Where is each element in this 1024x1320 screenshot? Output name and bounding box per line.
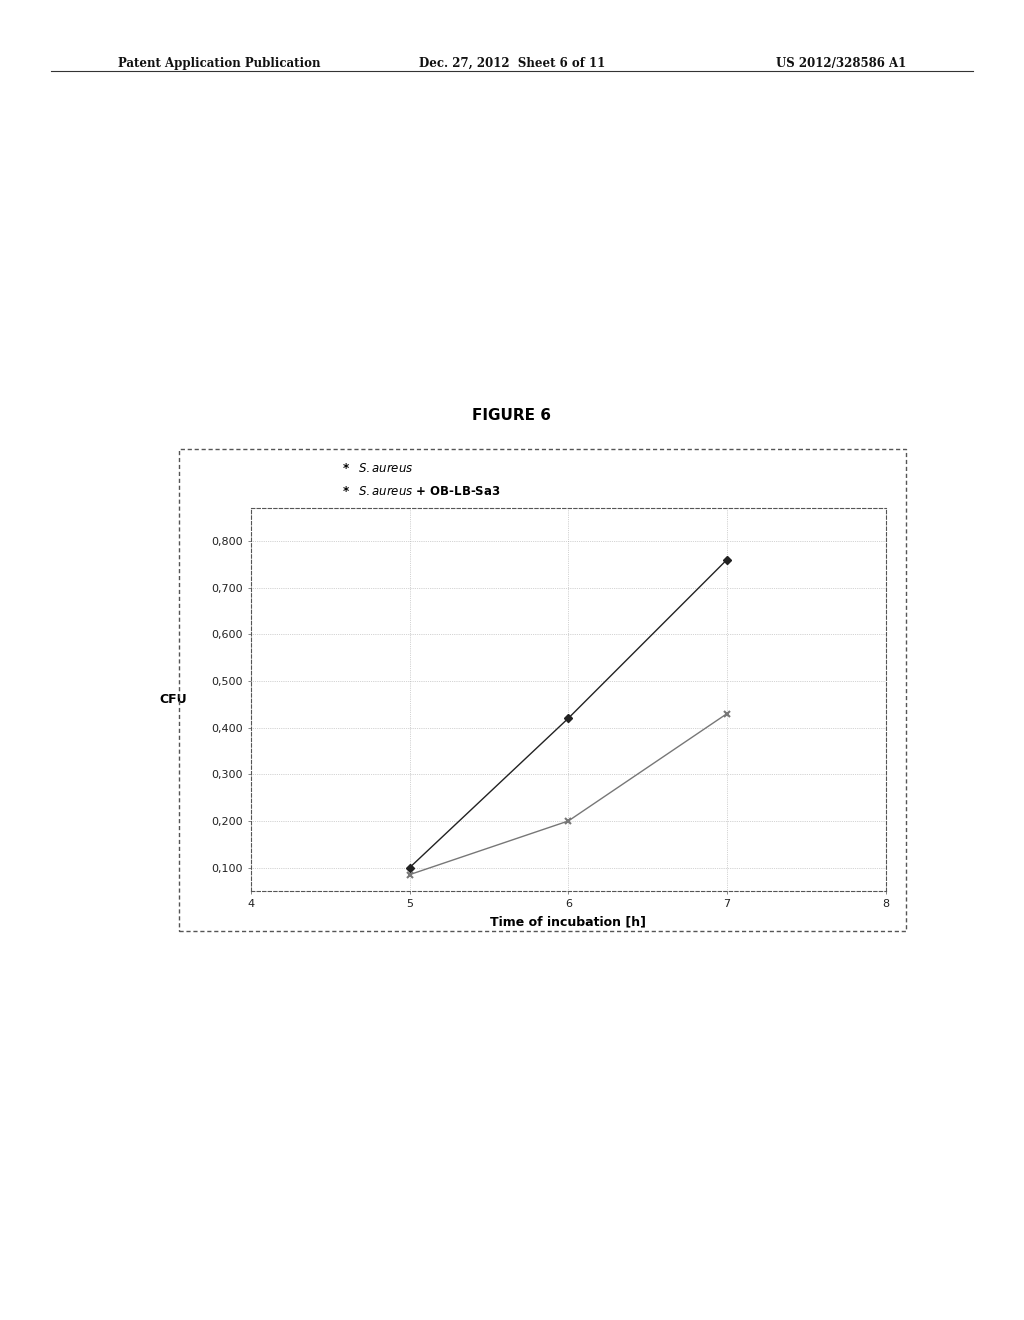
Text: FIGURE 6: FIGURE 6: [472, 408, 552, 424]
Text: *: *: [343, 462, 353, 475]
Text: $\it{S. aureus}$ + OB-LB-Sa3: $\it{S. aureus}$ + OB-LB-Sa3: [358, 484, 501, 498]
Text: $\it{S. aureus}$: $\it{S. aureus}$: [358, 462, 414, 475]
X-axis label: Time of incubation [h]: Time of incubation [h]: [490, 916, 646, 928]
Y-axis label: CFU: CFU: [159, 693, 186, 706]
Text: *: *: [343, 484, 353, 498]
Text: Dec. 27, 2012  Sheet 6 of 11: Dec. 27, 2012 Sheet 6 of 11: [419, 57, 605, 70]
Text: US 2012/328586 A1: US 2012/328586 A1: [776, 57, 906, 70]
Text: Patent Application Publication: Patent Application Publication: [118, 57, 321, 70]
